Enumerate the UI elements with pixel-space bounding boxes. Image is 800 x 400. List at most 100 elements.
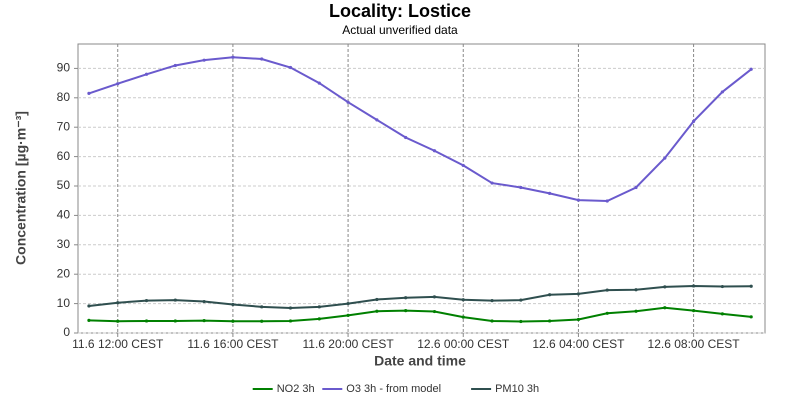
point: [231, 55, 235, 59]
x-tick-label: 11.6 12:00 CEST: [72, 337, 164, 351]
point: [346, 100, 350, 104]
point: [288, 65, 293, 70]
y-tick-label: 80: [57, 90, 71, 104]
point: [519, 298, 523, 302]
point: [288, 319, 293, 323]
point: [576, 198, 581, 202]
point: [173, 319, 177, 323]
point: [548, 319, 552, 323]
point: [144, 319, 149, 323]
point: [432, 309, 437, 314]
x-tick-label: 12.6 08:00 CEST: [648, 337, 741, 351]
point: [720, 90, 724, 94]
point: [375, 118, 379, 122]
point: [490, 299, 494, 303]
y-tick-label: 10: [57, 296, 71, 310]
point: [634, 309, 638, 313]
point: [548, 293, 552, 297]
point: [634, 288, 638, 292]
y-axis-label: Concentration [µg·m⁻³]: [13, 111, 29, 265]
chart-subtitle: Actual unverified data: [342, 23, 458, 37]
point: [346, 302, 350, 306]
legend-label: PM10 3h: [495, 383, 539, 395]
point: [691, 119, 696, 123]
point: [490, 319, 494, 323]
point: [116, 301, 120, 305]
point: [519, 185, 523, 190]
point: [375, 309, 379, 313]
point: [288, 306, 293, 310]
point: [605, 199, 609, 203]
point: [548, 191, 552, 195]
point: [173, 63, 177, 68]
point: [663, 156, 667, 160]
point: [749, 284, 753, 288]
point: [116, 319, 120, 323]
point: [461, 298, 465, 302]
point: [749, 67, 753, 71]
point: [461, 163, 465, 168]
point: [404, 309, 408, 313]
point: [202, 299, 206, 304]
point: [144, 299, 149, 303]
point: [605, 311, 609, 315]
point: [720, 284, 724, 289]
point: [634, 185, 638, 190]
point: [691, 309, 696, 313]
point: [461, 315, 465, 319]
point: [519, 319, 523, 324]
x-tick-label: 12.6 00:00 CEST: [417, 337, 510, 351]
chart-title: Locality: Lostice: [329, 1, 471, 21]
point: [432, 295, 437, 299]
legend-label: NO2 3h: [277, 383, 315, 395]
point: [404, 296, 408, 300]
plot-area: [77, 43, 766, 334]
point: [720, 312, 724, 316]
y-tick-label: 90: [57, 61, 71, 75]
y-tick-label: 60: [57, 149, 71, 163]
point: [87, 91, 91, 95]
point: [202, 319, 206, 323]
point: [173, 298, 177, 302]
line: [88, 306, 752, 323]
point: [375, 297, 379, 302]
point: [691, 284, 696, 288]
x-tick-label: 11.6 20:00 CEST: [302, 337, 394, 351]
point: [231, 302, 235, 307]
line: [88, 56, 752, 203]
point: [317, 81, 321, 85]
point: [317, 317, 321, 321]
point: [87, 318, 91, 322]
point: [260, 305, 264, 309]
point: [346, 313, 350, 317]
point: [317, 305, 321, 309]
y-tick-label: 30: [57, 237, 71, 251]
point: [144, 72, 149, 76]
x-axis-label: Date and time: [374, 353, 466, 369]
point: [231, 319, 235, 323]
point: [490, 181, 494, 185]
point: [432, 149, 437, 153]
point: [260, 319, 264, 323]
y-tick-label: 0: [63, 325, 70, 339]
legend-label: O3 3h - from model: [346, 383, 441, 395]
y-tick-label: 40: [57, 208, 71, 222]
point: [576, 317, 581, 322]
x-tick-label: 11.6 16:00 CEST: [187, 337, 279, 351]
point: [202, 58, 206, 62]
line: [88, 284, 752, 310]
point: [663, 285, 667, 289]
point: [404, 135, 408, 140]
point: [663, 306, 667, 310]
point: [87, 304, 91, 308]
point: [576, 292, 581, 296]
y-tick-label: 70: [57, 119, 71, 133]
point: [116, 82, 120, 86]
point: [605, 288, 609, 292]
y-tick-label: 50: [57, 178, 71, 192]
point: [749, 315, 753, 319]
y-tick-label: 20: [57, 266, 71, 280]
point: [260, 57, 264, 61]
x-tick-label: 12.6 04:00 CEST: [532, 337, 625, 351]
